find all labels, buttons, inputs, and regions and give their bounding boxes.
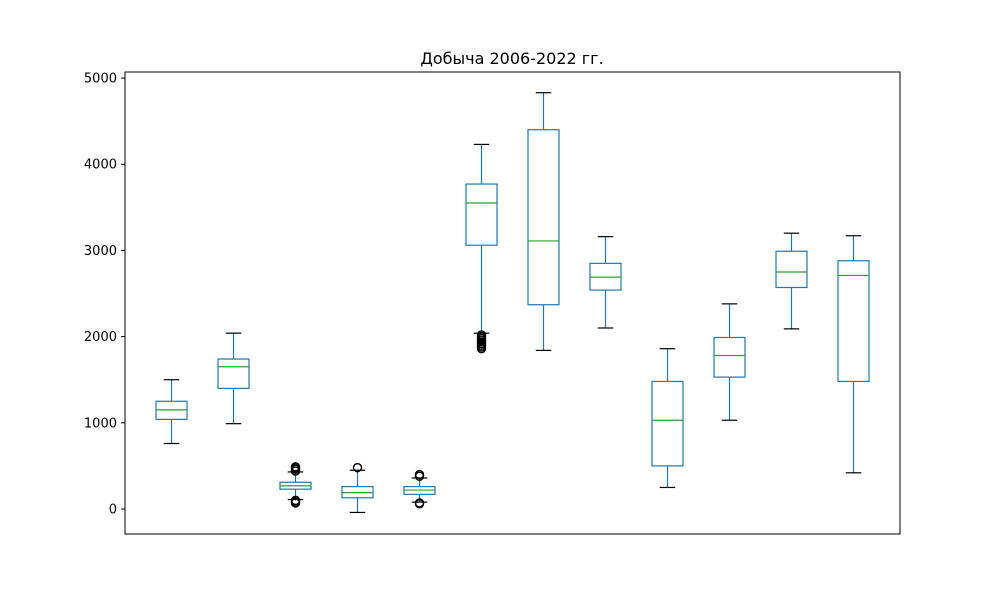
y-axis: 0 1000 2000 3000 4000 5000 bbox=[84, 72, 125, 518]
outlier-point bbox=[290, 495, 301, 506]
box-group bbox=[217, 332, 250, 425]
box-iqr bbox=[527, 129, 560, 306]
outlier-point bbox=[414, 498, 425, 508]
box-iqr bbox=[837, 260, 870, 383]
y-tick-label: 2000 bbox=[84, 330, 117, 345]
plot-area bbox=[155, 92, 870, 514]
box-group bbox=[651, 348, 684, 489]
box-group bbox=[403, 469, 436, 509]
y-tick-label: 4000 bbox=[84, 158, 117, 173]
outlier-point bbox=[290, 462, 301, 472]
box-group bbox=[713, 303, 746, 421]
chart-title: Добыча 2006-2022 гг. bbox=[420, 49, 603, 68]
y-tick-label: 0 bbox=[109, 503, 117, 518]
box-group bbox=[465, 143, 498, 354]
box-group bbox=[341, 462, 374, 514]
y-tick-label: 5000 bbox=[84, 72, 117, 87]
outlier-point bbox=[476, 330, 487, 340]
box-iqr bbox=[775, 250, 808, 289]
box-iqr bbox=[713, 336, 746, 378]
box-iqr bbox=[465, 183, 498, 246]
box-group bbox=[155, 379, 188, 445]
y-tick-label: 3000 bbox=[84, 244, 117, 259]
box-group bbox=[775, 232, 808, 330]
box-iqr bbox=[217, 358, 250, 389]
outlier-point bbox=[352, 462, 363, 473]
outlier-point bbox=[414, 469, 425, 480]
box-group bbox=[837, 235, 870, 474]
box-iqr bbox=[651, 380, 684, 467]
box-group bbox=[279, 462, 312, 508]
axes-frame bbox=[124, 71, 901, 535]
y-tick-label: 1000 bbox=[84, 416, 117, 431]
box-group bbox=[527, 92, 560, 352]
box-group bbox=[589, 236, 622, 329]
